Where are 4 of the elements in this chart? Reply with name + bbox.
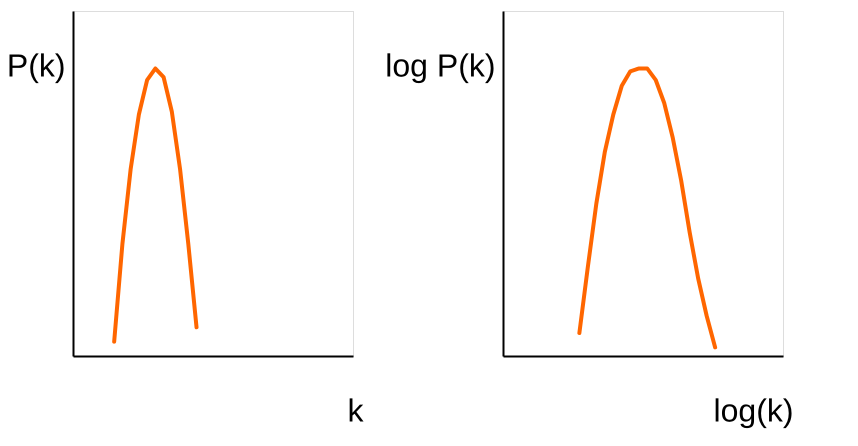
x-axis-title: log(k) — [713, 392, 794, 428]
y-axis-title: P(k) — [6, 48, 66, 84]
x-axis-title: k — [348, 392, 364, 428]
y-axis-title: log P(k) — [385, 48, 496, 84]
